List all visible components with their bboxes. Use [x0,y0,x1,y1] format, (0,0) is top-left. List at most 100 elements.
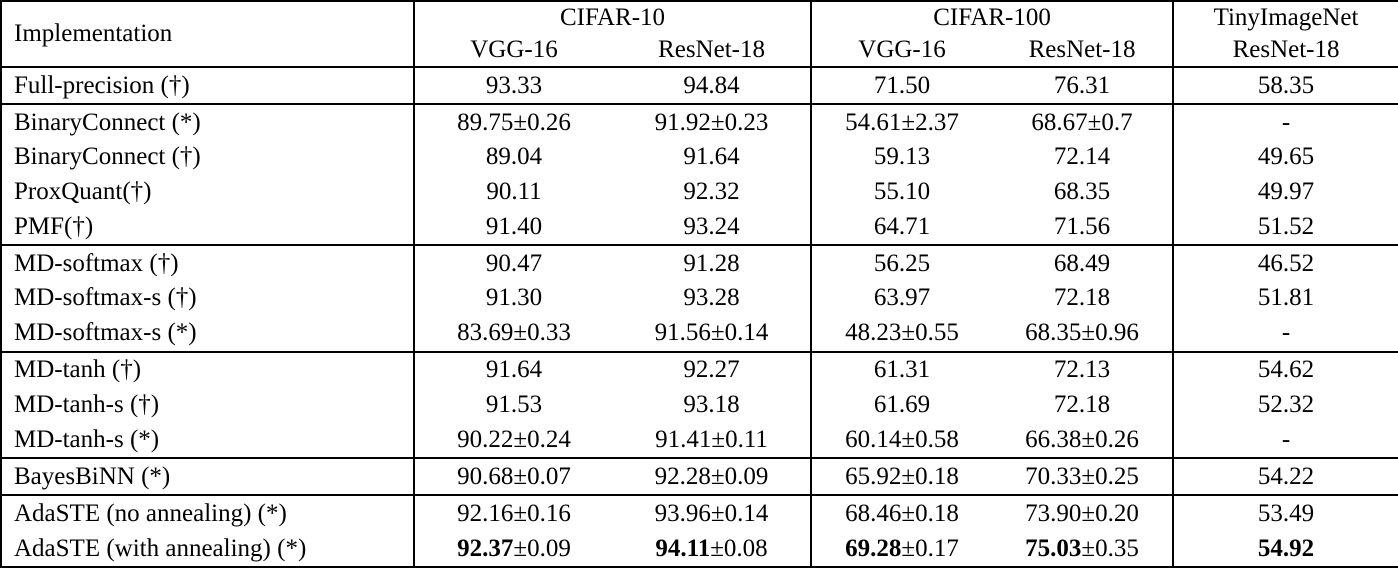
table-cell: 59.13 [811,140,992,175]
table-cell: 58.35 [1173,65,1398,105]
cell-stddev: ±0.08 [710,534,768,562]
table-cell: - [1173,422,1398,458]
cell-value: 54.92 [1257,534,1315,562]
column-header-cifar100-resnet18: ResNet-18 [992,34,1175,67]
table-cell: 90.22±0.24 [414,422,613,458]
table-cell: 70.33±0.25 [992,457,1175,496]
cell-value: 75.03 [1025,534,1082,562]
table-cell: 64.71 [811,209,992,245]
table-cell: 71.56 [992,209,1175,246]
table-cell: 51.52 [1173,209,1398,245]
row-label: Full-precision (†) [1,65,415,105]
cell-value: 53.49 [1257,499,1315,527]
cell-value: 91.28 [683,249,740,277]
cell-value: 68.35 [1053,177,1111,205]
cell-value: 54.22 [1257,462,1315,490]
cell-stddev: ±2.37 [901,108,959,136]
table-cell: 46.52 [1173,244,1398,282]
column-header-cifar10-vgg16: VGG-16 [470,36,558,63]
cell-stddev: ±0.96 [1081,319,1139,347]
table-cell: - [1173,316,1398,352]
cell-stddev: ±0.7 [1087,108,1133,136]
row-label: PMF(†) [1,209,415,246]
cell-value: 91.53 [485,390,543,418]
table-cell: 68.46±0.18 [811,494,993,532]
row-label: BinaryConnect (†) [1,140,415,175]
header-row-datasets: Implementation CIFAR-10 CIFAR-100 TinyIm… [1,1,1398,67]
table-cell: 54.62 [1173,350,1398,388]
table-row: BinaryConnect (†) 89.04 91.64 59.13 72.14 49.… [1,140,1398,175]
row-label: AdaSTE (no annealing) (*) [1,494,415,532]
table-cell: 93.96±0.14 [613,494,813,532]
cell-value: 72.18 [1053,284,1111,312]
table-cell: 49.65 [1173,140,1398,175]
row-label: BayesBiNN (*) [1,457,415,496]
cell-value: 55.10 [873,177,931,205]
cell-value: 64.71 [873,212,931,240]
cell-value: 90.11 [486,177,542,205]
table-row: MD-softmax-s (*) 83.69±0.33 91.56±0.14 48.2… [1,315,1398,352]
table-cell: 91.40 [414,209,613,245]
cell-stddev: ±0.23 [710,108,769,136]
cell-value: 73.90 [1025,499,1082,527]
table-cell: 93.24 [613,209,813,246]
table-cell: 92.28±0.09 [613,457,813,496]
cell-value: 93.33 [485,71,543,99]
row-label: MD-tanh-s (*) [1,422,415,459]
cell-stddev: ±0.25 [1081,462,1139,490]
table-cell: 91.64 [613,140,813,175]
cell-value: 91.56 [654,319,711,347]
cell-value: 93.18 [683,390,740,418]
cell-value: 71.50 [873,71,931,99]
table-row: AdaSTE (no annealing) (*) 92.16±0.16 93.96… [1,494,1398,532]
table-cell: 90.68±0.07 [414,457,613,496]
cell-value: - [1281,108,1291,136]
cell-value: 83.69 [457,319,514,347]
cell-stddev: ±0.07 [513,462,571,490]
table-cell: 94.11±0.08 [613,531,813,567]
table-cell: 69.28±0.17 [811,531,992,567]
table-cell: 61.31 [811,350,993,388]
table-cell: 54.22 [1173,457,1398,496]
column-header-implementation: Implementation [1,1,415,67]
cell-stddev: ±0.58 [901,425,959,453]
cell-value: 61.69 [873,390,931,418]
cell-stddev: ±0.33 [513,319,571,347]
cell-value: 93.28 [683,284,740,312]
cell-value: 52.32 [1257,390,1315,418]
table-cell: 68.35 [992,174,1175,210]
table-row: PMF(†) 91.40 93.24 64.71 71.56 51.52 [1,209,1398,246]
cell-value: 91.64 [683,143,740,171]
cell-stddev: ±0.26 [513,108,571,136]
cell-value: 91.64 [485,356,543,384]
table-row: MD-tanh-s (*) 90.22±0.24 91.41±0.11 60.14±0… [1,422,1398,459]
cell-stddev: ±0.26 [1081,425,1139,453]
cell-stddev: ±0.35 [1081,534,1139,562]
column-group-cifar100: CIFAR-100 [811,1,1175,34]
row-label: AdaSTE (with annealing) (*) [1,531,415,567]
table-cell: 55.10 [811,175,992,210]
cell-value: 89.75 [457,108,514,136]
cell-value: 46.52 [1257,249,1315,277]
table-cell: 93.18 [613,387,813,423]
column-header-cifar100-vgg16: VGG-16 [858,36,946,63]
cell-value: 94.84 [683,71,740,99]
cell-stddev: ±0.09 [513,534,571,562]
table-cell: 49.97 [1173,175,1398,210]
table-cell: 94.84 [613,65,813,105]
cell-value: 72.13 [1053,356,1111,384]
cell-stddev: ±0.16 [513,499,571,527]
cell-value: 90.22 [457,425,514,453]
column-group-tinyimagenet: TinyImageNet [1213,4,1359,31]
table-cell: 72.18 [992,387,1175,423]
table-cell: 93.33 [414,65,613,105]
table-cell: 72.18 [992,281,1175,316]
table-cell: 89.75±0.26 [414,103,613,141]
cell-value: 93.96 [654,499,711,527]
cell-value: 91.30 [485,284,543,312]
cell-value: 72.18 [1053,390,1111,418]
table-row: MD-softmax-s (†) 91.30 93.28 63.97 72.18 51.8… [1,281,1398,316]
cell-value: 49.65 [1257,143,1315,171]
cell-value: 70.33 [1025,462,1082,490]
table-cell: 68.49 [992,244,1175,282]
